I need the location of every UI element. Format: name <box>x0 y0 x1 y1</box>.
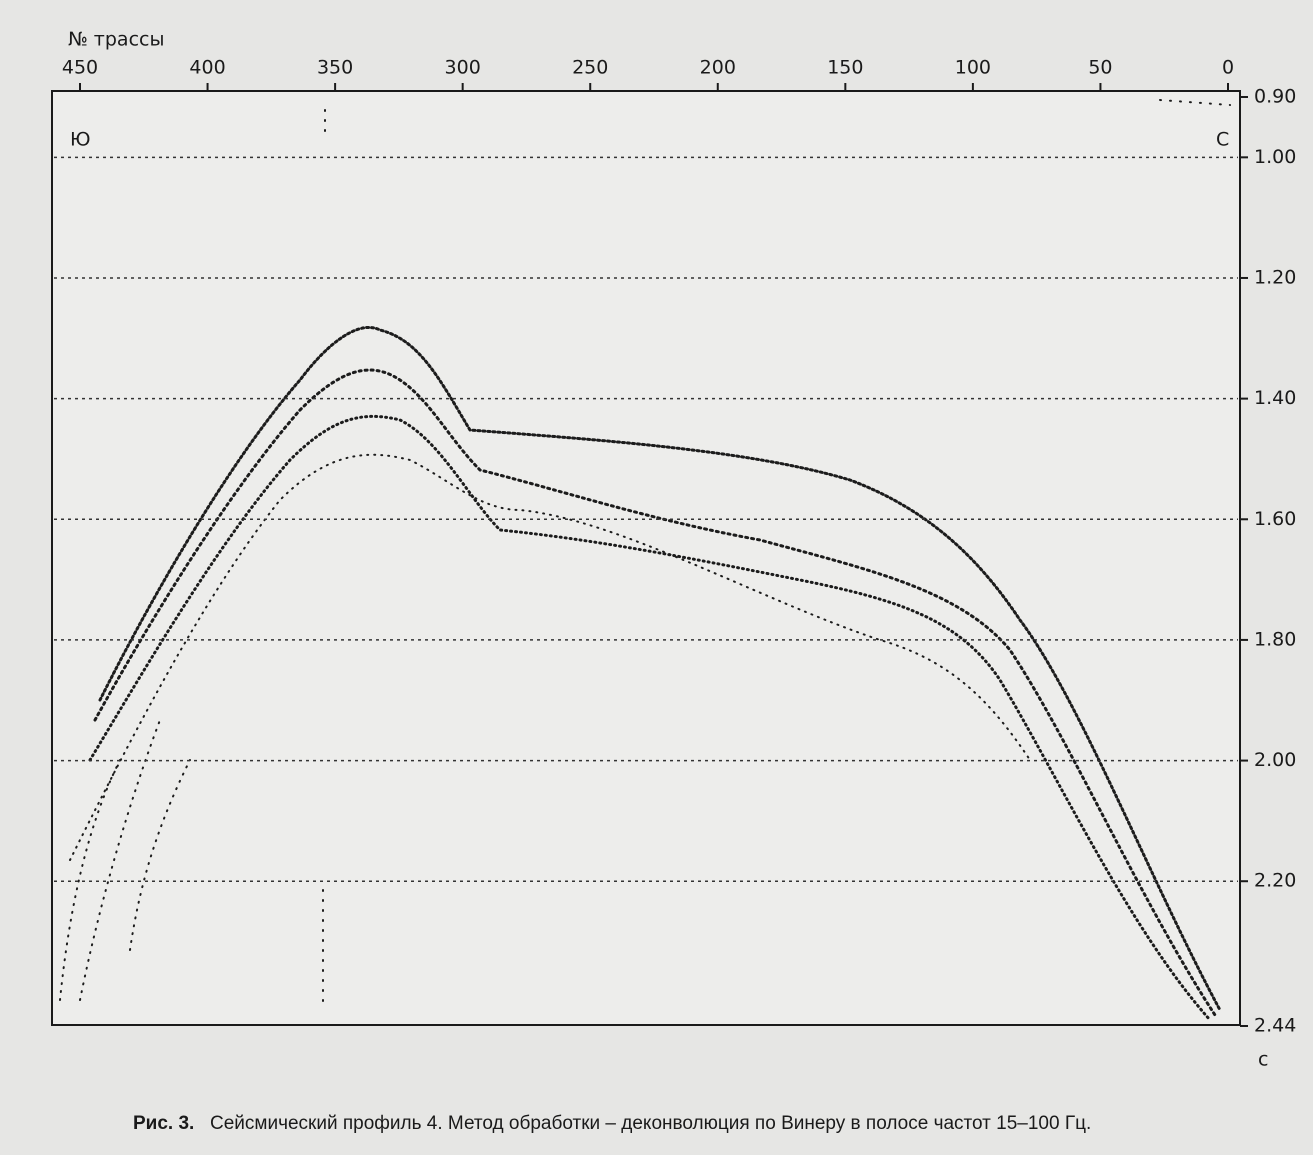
x-tick-label: 150 <box>827 57 863 79</box>
x-tick-label: 200 <box>700 57 736 79</box>
y-tick-label: 0.90 <box>1254 86 1296 108</box>
x-tick-label: 50 <box>1088 57 1112 79</box>
caption-text: Сейсмический профиль 4. Метод обработки … <box>210 1113 1091 1134</box>
seismic-section <box>59 99 1231 1022</box>
reflector <box>93 368 1217 1017</box>
plot-frame <box>51 90 1241 1026</box>
y-axis-unit: с <box>1258 1049 1268 1071</box>
x-tick-label: 450 <box>62 57 98 79</box>
reflector <box>59 719 191 1001</box>
y-tick-label: 1.60 <box>1254 508 1296 530</box>
x-tick-label: 350 <box>317 57 353 79</box>
y-tick-label: 1.40 <box>1254 387 1296 409</box>
reflector <box>69 453 1031 861</box>
reflector <box>98 325 1222 1012</box>
x-axis-label: № трассы <box>68 29 164 51</box>
y-tick-label: 1.80 <box>1254 628 1296 650</box>
x-tick-label: 100 <box>955 57 991 79</box>
y-tick-label: 2.20 <box>1254 870 1296 892</box>
y-tick-label: 2.00 <box>1254 749 1296 771</box>
x-tick-label: 0 <box>1222 57 1234 79</box>
annotation-right: С <box>1216 129 1229 151</box>
y-tick-label: 1.20 <box>1254 266 1296 288</box>
caption-label: Рис. 3. <box>133 1113 194 1134</box>
y-tick-label: 2.44 <box>1254 1015 1296 1037</box>
reflector <box>322 99 1231 1011</box>
x-tick-label: 400 <box>189 57 225 79</box>
reflector <box>88 414 1212 1022</box>
x-tick-label: 250 <box>572 57 608 79</box>
y-tick-label: 1.00 <box>1254 146 1296 168</box>
x-tick-label: 300 <box>445 57 481 79</box>
annotation-left: Ю <box>70 129 91 151</box>
